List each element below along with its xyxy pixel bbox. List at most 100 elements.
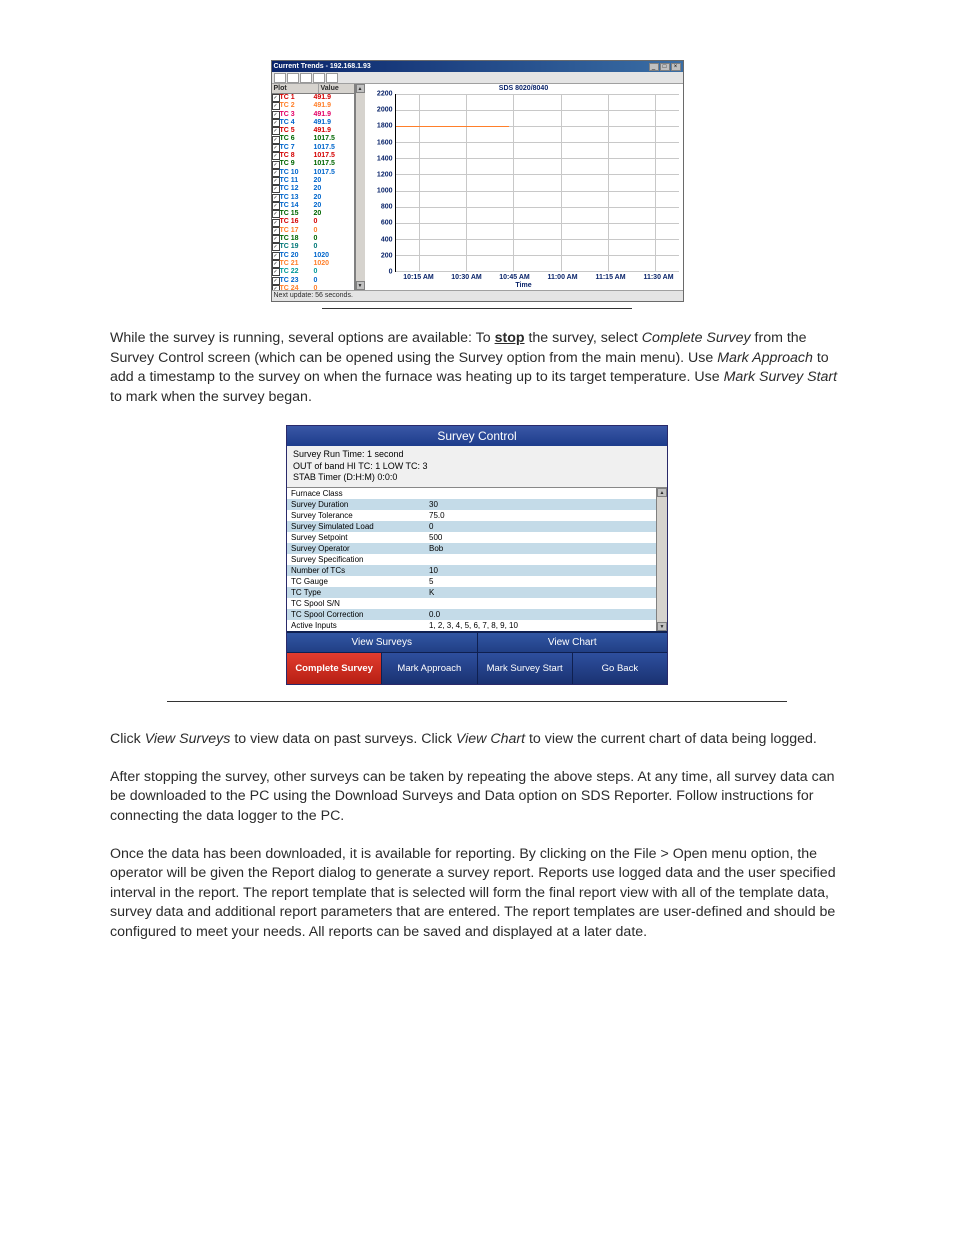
table-row[interactable]: Survey Simulated Load0 [287, 521, 657, 532]
tc-checkbox[interactable]: ✓ [272, 127, 280, 135]
row-value: 0.0 [425, 609, 657, 620]
tc-checkbox[interactable]: ✓ [272, 202, 280, 210]
chart-plot[interactable] [395, 94, 679, 272]
tc-checkbox[interactable]: ✓ [272, 111, 280, 119]
tc-row[interactable]: ✓TC 1420 [272, 202, 354, 210]
tc-row[interactable]: ✓TC 71017.5 [272, 144, 354, 152]
tc-row[interactable]: ✓TC 3491.9 [272, 111, 354, 119]
tc-row[interactable]: ✓TC 190 [272, 243, 354, 251]
view-chart-text: View Chart [456, 731, 525, 747]
tc-row[interactable]: ✓TC 61017.5 [272, 135, 354, 143]
tc-checkbox[interactable]: ✓ [272, 152, 280, 160]
tc-row[interactable]: ✓TC 91017.5 [272, 160, 354, 168]
tc-row[interactable]: ✓TC 170 [272, 227, 354, 235]
close-icon[interactable]: × [671, 63, 681, 71]
tc-row[interactable]: ✓TC 180 [272, 235, 354, 243]
tc-row[interactable]: ✓TC 1520 [272, 210, 354, 218]
dropdown-icon[interactable] [326, 73, 338, 83]
tc-checkbox[interactable]: ✓ [272, 243, 280, 251]
tc-row[interactable]: ✓TC 1220 [272, 185, 354, 193]
table-row[interactable]: TC Gauge5 [287, 576, 657, 587]
text: to mark when the survey began. [110, 389, 312, 405]
view-chart-button[interactable]: View Chart [478, 633, 668, 652]
tc-scrollbar[interactable]: ▲ ▼ [355, 84, 365, 290]
mark-approach-button[interactable]: Mark Approach [382, 653, 477, 684]
x-tick-label: 11:00 AM [547, 274, 577, 281]
tc-row[interactable]: ✓TC 211020 [272, 260, 354, 268]
tc-checkbox[interactable]: ✓ [272, 277, 280, 285]
mark-survey-start-button[interactable]: Mark Survey Start [478, 653, 573, 684]
row-value: 500 [425, 532, 657, 543]
scroll-down-icon[interactable]: ▼ [356, 281, 365, 290]
scroll-down-icon[interactable]: ▼ [657, 622, 667, 631]
tc-checkbox[interactable]: ✓ [272, 94, 280, 102]
table-row[interactable]: Furnace Class [287, 488, 657, 499]
tc-value: 491.9 [314, 102, 354, 110]
tc-value: 491.9 [314, 111, 354, 119]
tc-row[interactable]: ✓TC 220 [272, 268, 354, 276]
tc-checkbox[interactable]: ✓ [272, 218, 280, 226]
titlebar[interactable]: Current Trends - 192.168.1.93 _ □ × [272, 61, 683, 72]
tc-checkbox[interactable]: ✓ [272, 260, 280, 268]
tc-label: TC 11 [280, 177, 314, 185]
tc-checkbox[interactable]: ✓ [272, 235, 280, 243]
tc-row[interactable]: ✓TC 240 [272, 285, 354, 290]
tc-checkbox[interactable]: ✓ [272, 285, 280, 290]
tc-label: TC 3 [280, 111, 314, 119]
tc-checkbox[interactable]: ✓ [272, 177, 280, 185]
tc-label: TC 2 [280, 102, 314, 110]
minimize-icon[interactable]: _ [649, 63, 659, 71]
tc-row[interactable]: ✓TC 160 [272, 218, 354, 226]
table-row[interactable]: Survey Setpoint500 [287, 532, 657, 543]
tc-checkbox[interactable]: ✓ [272, 102, 280, 110]
tc-checkbox[interactable]: ✓ [272, 160, 280, 168]
tc-row[interactable]: ✓TC 2491.9 [272, 102, 354, 110]
table-row[interactable]: TC Spool Correction0.0 [287, 609, 657, 620]
table-row[interactable]: Survey Duration30 [287, 499, 657, 510]
tc-checkbox[interactable]: ✓ [272, 119, 280, 127]
tc-row[interactable]: ✓TC 5491.9 [272, 127, 354, 135]
tc-row[interactable]: ✓TC 101017.5 [272, 169, 354, 177]
tc-checkbox[interactable]: ✓ [272, 194, 280, 202]
table-row[interactable]: Survey OperatorBob [287, 543, 657, 554]
tc-row[interactable]: ✓TC 230 [272, 277, 354, 285]
tc-row[interactable]: ✓TC 1491.9 [272, 94, 354, 102]
tc-row[interactable]: ✓TC 201020 [272, 252, 354, 260]
tc-row[interactable]: ✓TC 1120 [272, 177, 354, 185]
tc-checkbox[interactable]: ✓ [272, 185, 280, 193]
table-row[interactable]: Survey Tolerance75.0 [287, 510, 657, 521]
folder-icon[interactable] [300, 73, 312, 83]
chart-area: SDS 8020/8040 Time 220020001800160014001… [365, 84, 683, 290]
scroll-up-icon[interactable]: ▲ [657, 488, 667, 497]
maximize-icon[interactable]: □ [660, 63, 670, 71]
tc-checkbox[interactable]: ✓ [272, 227, 280, 235]
tc-checkbox[interactable]: ✓ [272, 252, 280, 260]
table-row[interactable]: TC Spool S/N [287, 598, 657, 609]
tc-label: TC 8 [280, 152, 314, 160]
toolbar-button[interactable] [274, 73, 286, 83]
table-row[interactable]: TC TypeK [287, 587, 657, 598]
row-value: K [425, 587, 657, 598]
tc-checkbox[interactable]: ✓ [272, 135, 280, 143]
tc-checkbox[interactable]: ✓ [272, 210, 280, 218]
tc-checkbox[interactable]: ✓ [272, 268, 280, 276]
tc-label: TC 4 [280, 119, 314, 127]
tc-row[interactable]: ✓TC 4491.9 [272, 119, 354, 127]
row-value: 0 [425, 521, 657, 532]
complete-survey-button[interactable]: Complete Survey [287, 653, 382, 684]
table-row[interactable]: Survey Specification [287, 554, 657, 565]
scroll-up-icon[interactable]: ▲ [356, 84, 365, 93]
row-value: 10 [425, 565, 657, 576]
tc-row[interactable]: ✓TC 81017.5 [272, 152, 354, 160]
view-surveys-button[interactable]: View Surveys [287, 633, 478, 652]
tc-checkbox[interactable]: ✓ [272, 144, 280, 152]
tc-header: Plot Value [272, 84, 354, 94]
tc-checkbox[interactable]: ✓ [272, 169, 280, 177]
survey-scrollbar[interactable]: ▲ ▼ [656, 488, 667, 631]
go-back-button[interactable]: Go Back [573, 653, 667, 684]
zoom-in-icon[interactable] [287, 73, 299, 83]
refresh-icon[interactable] [313, 73, 325, 83]
table-row[interactable]: Active Inputs1, 2, 3, 4, 5, 6, 7, 8, 9, … [287, 620, 657, 631]
tc-row[interactable]: ✓TC 1320 [272, 194, 354, 202]
table-row[interactable]: Number of TCs10 [287, 565, 657, 576]
